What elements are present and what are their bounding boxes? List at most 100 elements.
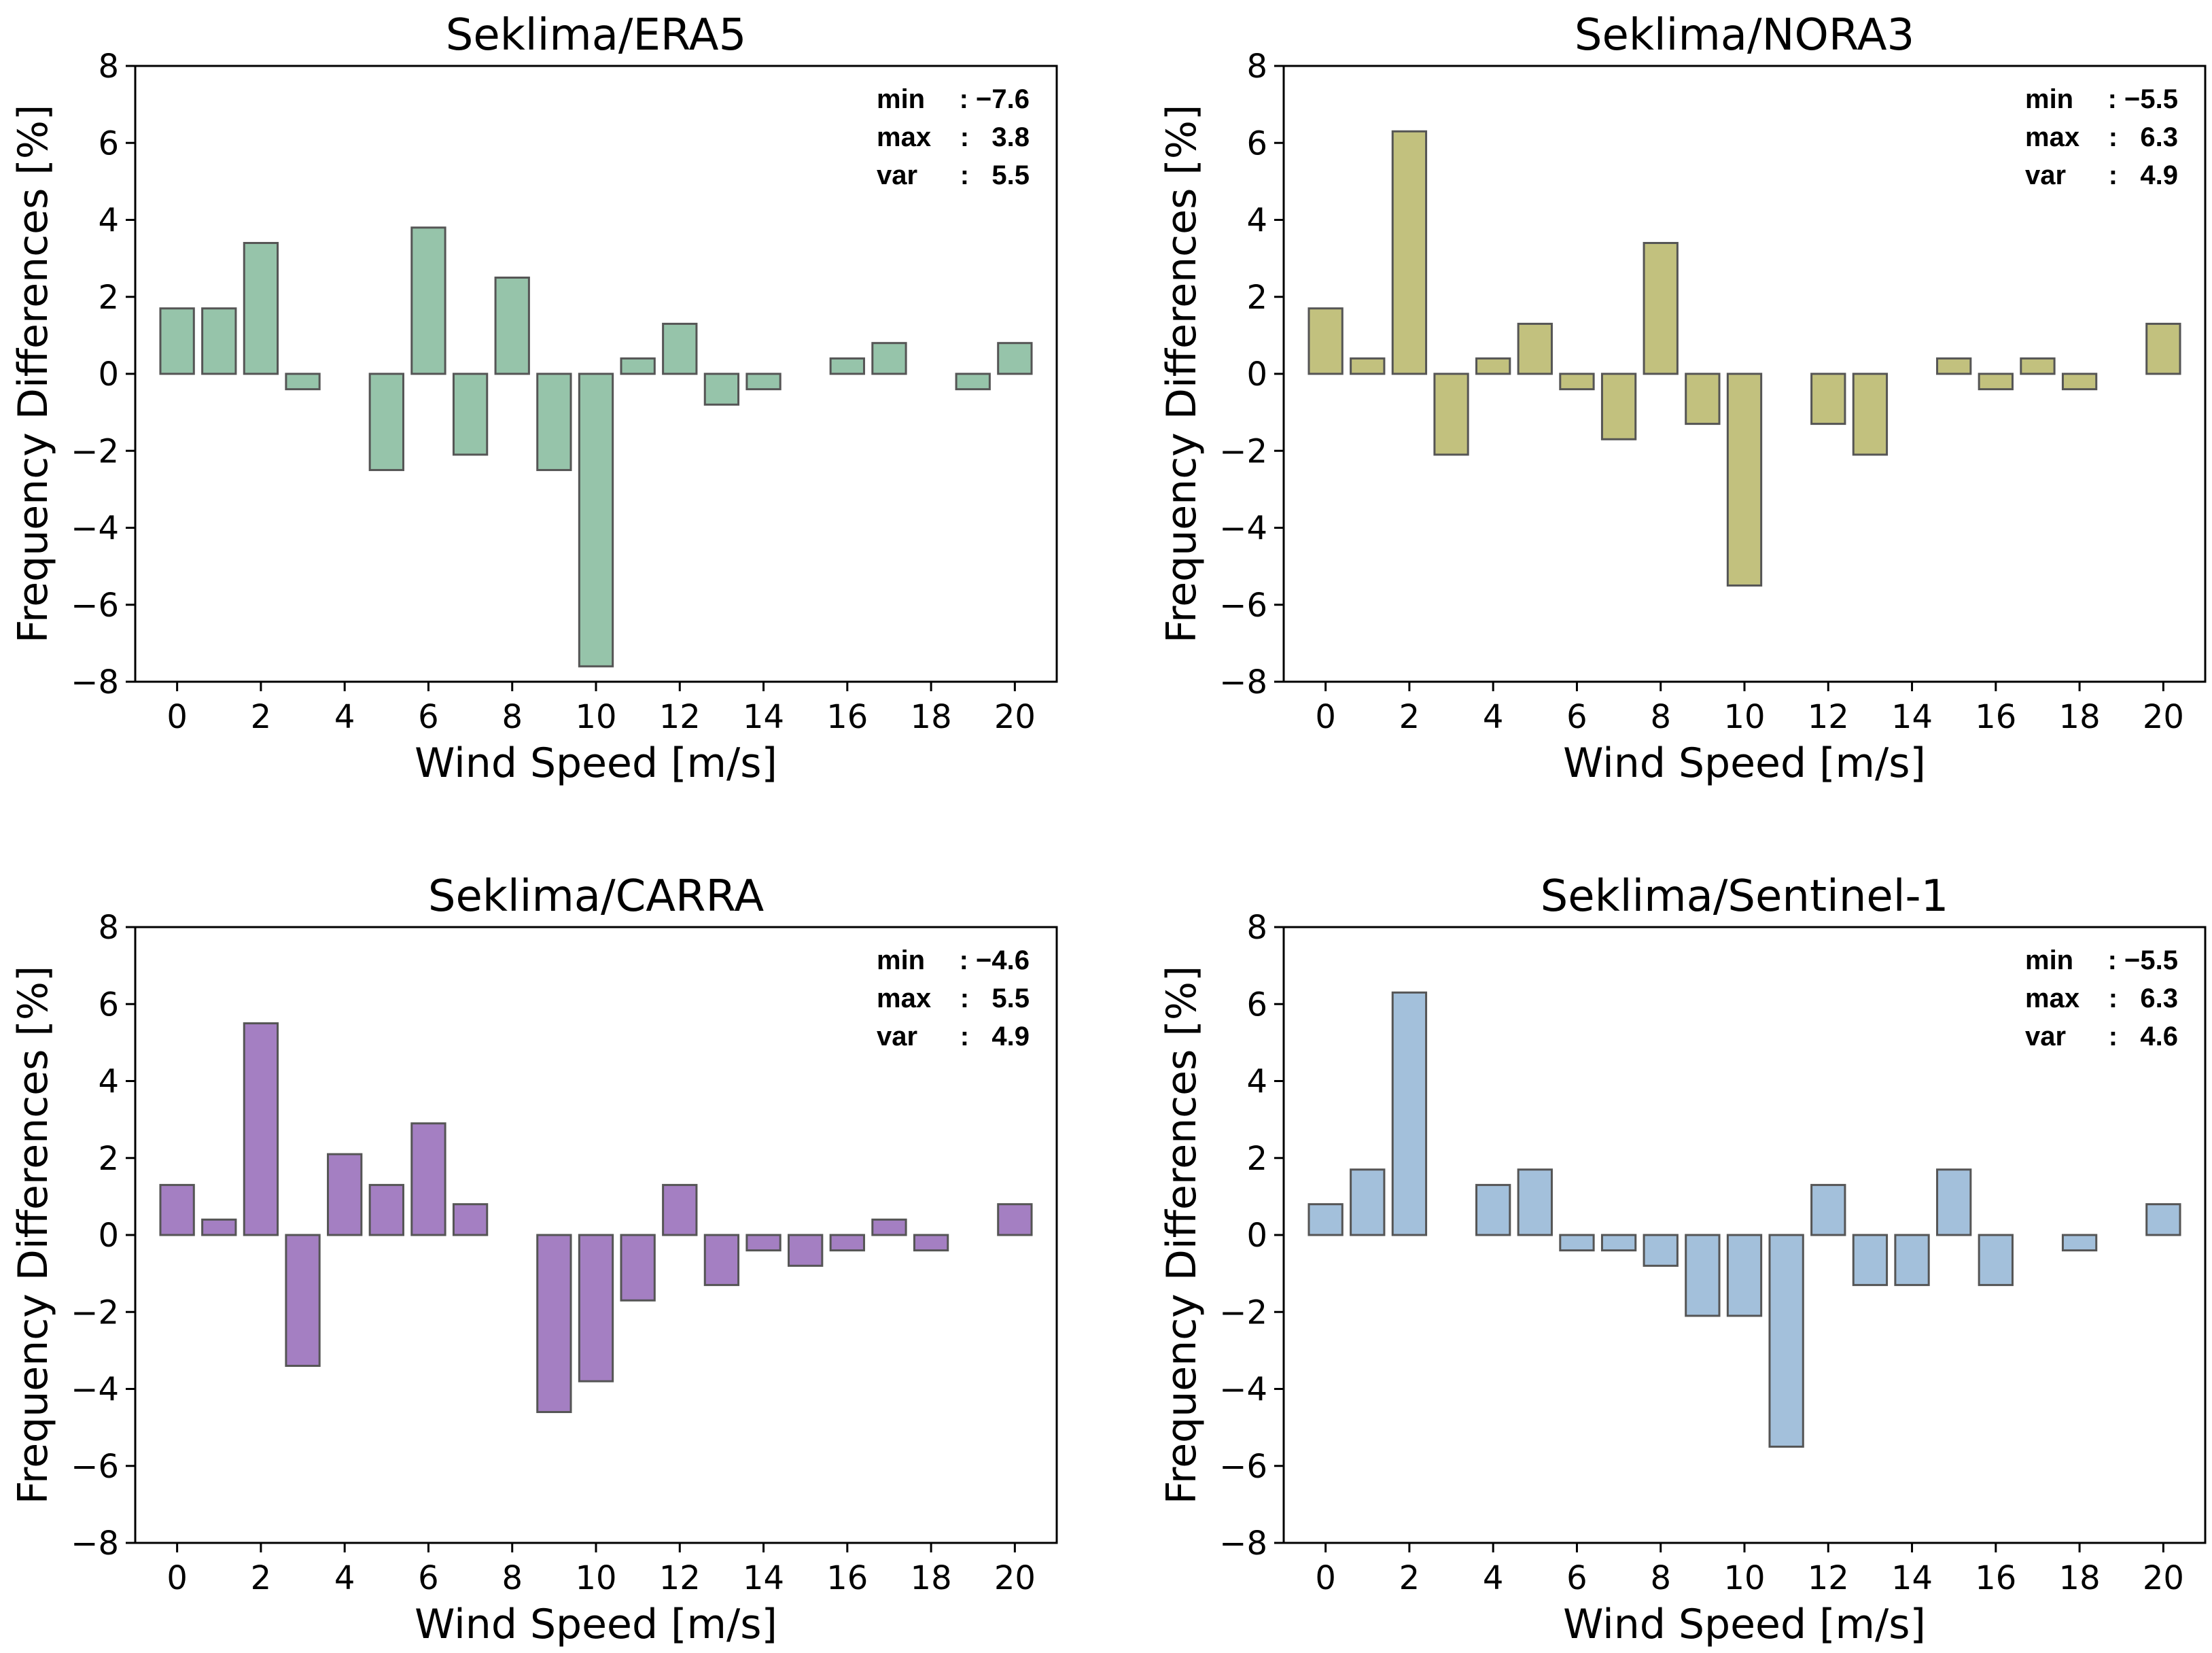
x-tick-label: 0 [166, 1559, 188, 1597]
chart-title: Seklima/Sentinel-1 [1541, 871, 1949, 922]
x-tick-label: 20 [994, 1559, 1036, 1597]
bar [1768, 1234, 1804, 1448]
stat-var-label: var [877, 160, 917, 190]
x-tick-label: 16 [1975, 1559, 2016, 1597]
bar [871, 342, 907, 375]
bar [1978, 1234, 2014, 1287]
stat-min-value: : −7.6 [960, 84, 1030, 114]
bar [1475, 357, 1511, 375]
y-tick-label: 8 [1246, 909, 1267, 947]
bar [2061, 1234, 2098, 1252]
y-tick-label: 0 [1246, 1217, 1267, 1255]
y-tick-label: −4 [71, 1371, 119, 1409]
bar [410, 1122, 446, 1236]
bar [913, 1234, 949, 1252]
y-tick-label: 6 [1246, 986, 1267, 1024]
bar [1894, 1234, 1930, 1287]
stat-max-label: max [2025, 984, 2079, 1013]
bar [1307, 1203, 1344, 1236]
chart-title: Seklima/NORA3 [1575, 10, 1914, 60]
y-tick-label: −2 [1219, 432, 1267, 470]
x-tick-label: 10 [575, 698, 616, 736]
bar [662, 322, 698, 375]
bar [1517, 1168, 1553, 1236]
bar [201, 1218, 237, 1236]
y-axis-label: Frequency Differences [%] [10, 966, 57, 1505]
stat-min-label: min [2025, 945, 2073, 975]
y-tick-label: 4 [1246, 1063, 1267, 1101]
y-tick-label: 4 [98, 202, 119, 240]
bar [1350, 1168, 1386, 1236]
x-tick-label: 8 [1650, 698, 1671, 736]
x-tick-label: 12 [1808, 698, 1849, 736]
x-axis-label: Wind Speed [m/s] [1563, 740, 1926, 787]
x-tick-label: 6 [1566, 698, 1587, 736]
y-tick-label: 0 [98, 355, 119, 394]
y-tick-label: −8 [1219, 663, 1267, 701]
bar [1810, 1183, 1846, 1236]
bar [452, 372, 489, 456]
x-tick-label: 2 [251, 1559, 272, 1597]
bar [1852, 372, 1889, 456]
bar [1391, 130, 1428, 375]
bar [703, 1234, 740, 1287]
x-axis-label: Wind Speed [m/s] [415, 1601, 777, 1648]
bar [368, 1183, 404, 1236]
bar [1726, 1234, 1763, 1317]
bar [1391, 991, 1428, 1236]
stat-min-value: : −4.6 [960, 945, 1030, 975]
bar [452, 1203, 489, 1236]
x-tick-label: 14 [1891, 1559, 1933, 1597]
bar [1685, 372, 1721, 425]
bar [745, 372, 782, 391]
y-tick-label: −2 [1219, 1293, 1267, 1332]
x-tick-label: 8 [502, 1559, 523, 1597]
stat-min-label: min [877, 84, 925, 114]
stat-max-value: : 6.3 [2109, 984, 2178, 1013]
bar [536, 1234, 572, 1413]
stat-min-value: : −5.5 [2108, 945, 2178, 975]
x-tick-label: 2 [1399, 1559, 1420, 1597]
bar [1643, 241, 1679, 375]
y-tick-label: 2 [98, 279, 119, 317]
y-tick-label: −2 [71, 432, 119, 470]
bar [997, 342, 1033, 375]
x-tick-label: 20 [994, 698, 1036, 736]
bar [1517, 322, 1553, 375]
x-tick-label: 0 [1315, 698, 1336, 736]
x-tick-label: 20 [2143, 698, 2184, 736]
y-tick-label: −2 [71, 1293, 119, 1332]
x-tick-label: 18 [911, 1559, 952, 1597]
bar [1936, 1168, 1972, 1236]
y-tick-label: −6 [71, 1448, 119, 1486]
bar [1685, 1234, 1721, 1317]
bar [997, 1203, 1033, 1236]
x-tick-label: 18 [2059, 698, 2101, 736]
y-tick-label: −4 [1219, 1371, 1267, 1409]
bar [1350, 357, 1386, 375]
x-tick-label: 8 [502, 698, 523, 736]
y-tick-label: 4 [98, 1063, 119, 1101]
stat-max-label: max [877, 122, 931, 152]
bar [368, 372, 404, 472]
x-tick-label: 16 [826, 698, 868, 736]
bar [243, 241, 279, 375]
bar [159, 1183, 195, 1236]
bar [829, 1234, 865, 1252]
x-tick-label: 6 [1566, 1559, 1587, 1597]
bar [1978, 372, 2014, 391]
bar [745, 1234, 782, 1252]
stat-max-label: max [2025, 122, 2079, 152]
x-tick-label: 2 [251, 698, 272, 736]
stat-max-value: : 3.8 [960, 122, 1030, 152]
x-tick-label: 12 [1808, 1559, 1849, 1597]
y-tick-label: 6 [98, 986, 119, 1024]
bar [955, 372, 991, 391]
y-tick-label: −8 [1219, 1525, 1267, 1563]
stat-min-label: min [877, 945, 925, 975]
